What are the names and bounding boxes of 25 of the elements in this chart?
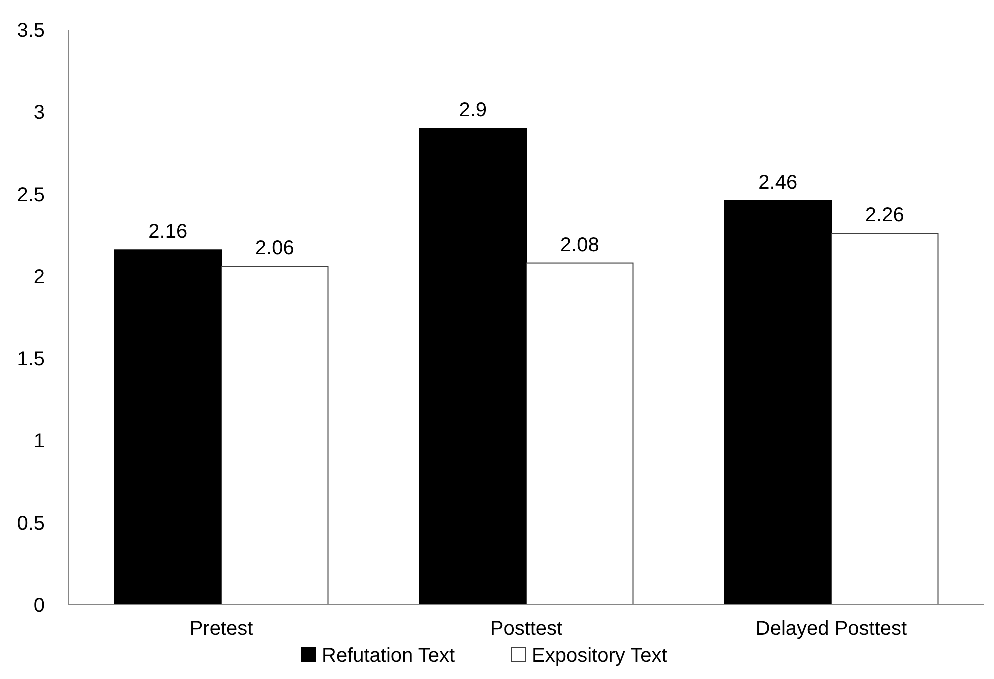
y-tick-label: 3 — [34, 102, 45, 124]
x-tick-label: Delayed Posttest — [756, 618, 908, 640]
data-label: 2.16 — [148, 221, 188, 244]
y-tick-label: 1.5 — [17, 348, 45, 371]
y-tick-label: 2 — [34, 266, 45, 288]
bar — [221, 266, 329, 606]
y-tick-label: 2.5 — [17, 184, 45, 206]
y-tick-label: 3.5 — [17, 20, 45, 42]
bar — [724, 200, 832, 606]
x-tick-label: Pretest — [190, 618, 254, 640]
bar — [114, 250, 222, 606]
data-label: 2.06 — [255, 238, 294, 260]
legend-label: Refutation Text — [322, 645, 456, 667]
data-label: 2.46 — [758, 172, 798, 194]
data-label: 2.26 — [865, 204, 904, 227]
bar — [419, 128, 527, 606]
legend-label: Expository Text — [532, 645, 668, 667]
y-tick-label: 0 — [34, 595, 45, 617]
bar — [831, 233, 939, 606]
x-tick-label: Posttest — [490, 618, 564, 640]
y-tick-label: 1 — [34, 430, 45, 453]
bar — [526, 262, 634, 606]
data-label: 2.9 — [459, 100, 488, 122]
y-tick-label: 0.5 — [17, 512, 45, 535]
data-label: 2.08 — [560, 234, 600, 256]
